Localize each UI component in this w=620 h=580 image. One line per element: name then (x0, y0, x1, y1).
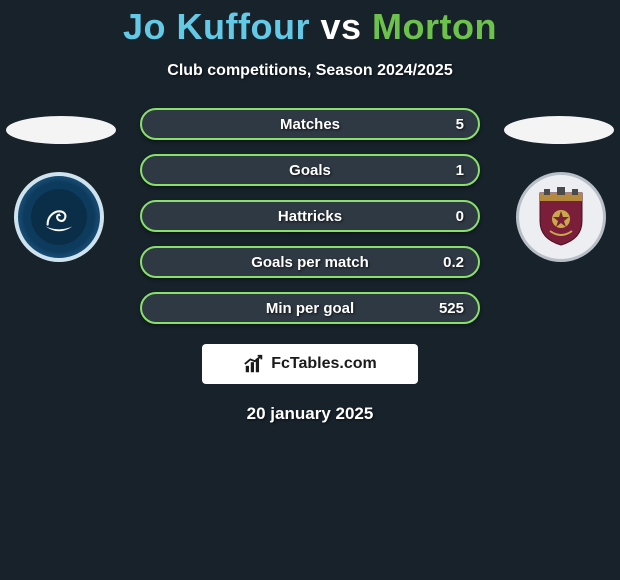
subtitle: Club competitions, Season 2024/2025 (0, 62, 620, 80)
swan-icon (40, 198, 78, 236)
stat-label: Min per goal (266, 300, 354, 317)
title-player1: Jo Kuffour (123, 6, 310, 47)
stat-row-matches: Matches 5 (140, 108, 480, 140)
club-badge-left (14, 172, 104, 262)
stat-row-goals: Goals 1 (140, 154, 480, 186)
brand-text: FcTables.com (271, 355, 377, 373)
stat-value: 0 (456, 208, 464, 225)
stats-list: Matches 5 Goals 1 Hattricks 0 Goals per … (140, 108, 480, 324)
stat-label: Goals (289, 162, 331, 179)
title-vs: vs (320, 6, 361, 47)
stat-label: Matches (280, 116, 340, 133)
stat-row-goals-per-match: Goals per match 0.2 (140, 246, 480, 278)
club-badge-left-inner (31, 189, 87, 245)
stat-value: 525 (439, 300, 464, 317)
bar-chart-icon (243, 353, 265, 375)
title-player2: Morton (372, 6, 497, 47)
stat-row-hattricks: Hattricks 0 (140, 200, 480, 232)
shield-icon (536, 187, 586, 247)
stat-value: 0.2 (443, 254, 464, 271)
date-text: 20 january 2025 (0, 404, 620, 424)
stat-row-min-per-goal: Min per goal 525 (140, 292, 480, 324)
club-badge-right (516, 172, 606, 262)
comparison-panel: Matches 5 Goals 1 Hattricks 0 Goals per … (0, 108, 620, 424)
stat-value: 1 (456, 162, 464, 179)
stat-label: Hattricks (278, 208, 342, 225)
player1-oval (6, 116, 116, 144)
page-title: Jo Kuffour vs Morton (0, 0, 620, 48)
stat-label: Goals per match (251, 254, 369, 271)
brand-box[interactable]: FcTables.com (202, 344, 418, 384)
player2-oval (504, 116, 614, 144)
stat-value: 5 (456, 116, 464, 133)
